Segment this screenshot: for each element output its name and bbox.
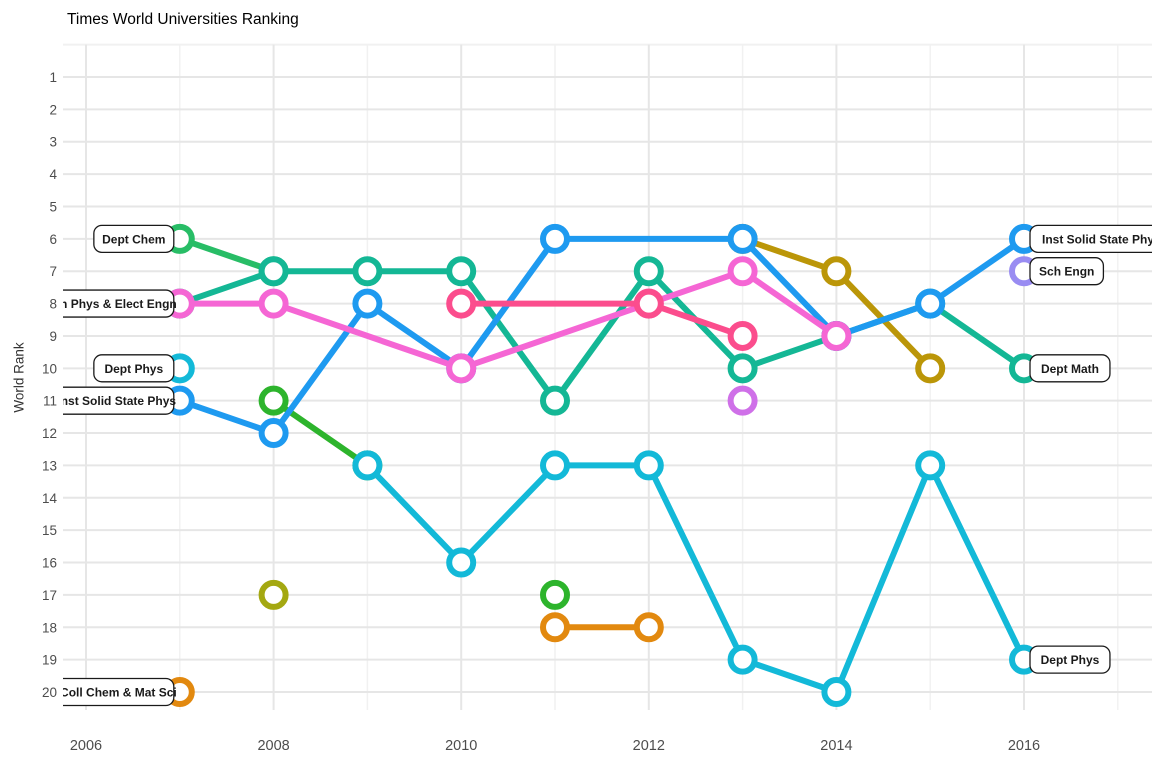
y-tick-label: 16 [42,556,57,571]
series-label-inst-solid-state-phy: Inst Solid State Phy [1029,224,1152,253]
y-tick-label: 18 [42,620,57,635]
y-tick-label: 4 [49,167,57,182]
series-line [176,268,840,372]
series-label-h-phys-elect-engn: h Phys & Elect Engn [60,289,177,318]
data-point [446,288,477,319]
data-point [915,450,946,481]
series-orchid-unlabeled [727,385,758,416]
x-tick-label: 2006 [70,738,102,754]
x-tick-label: 2012 [633,738,665,754]
data-point [446,547,477,578]
series-label-text: h Phys & Elect Engn [60,297,177,311]
y-tick-label: 9 [49,329,57,344]
x-tick-label: 2014 [820,738,852,754]
data-point [821,676,852,707]
series-label-text: Sch Engn [1039,265,1094,279]
y-tick-label: 11 [43,394,57,409]
data-point [446,256,477,287]
y-tick-label: 5 [49,199,57,214]
data-point [915,288,946,319]
data-point [352,450,383,481]
series-label-text: Dept Phys [1041,653,1100,667]
series-label-coll-chem-mat-sci: Coll Chem & Mat Sci [60,677,177,707]
series-label-text: nst Solid State Phys [61,394,177,408]
series-line [176,235,277,275]
data-point [540,385,570,416]
series-label-text: Dept Math [1041,362,1099,376]
data-point [352,288,383,319]
y-tick-label: 8 [49,297,57,312]
data-point [258,385,289,416]
y-tick-label: 15 [42,523,57,538]
data-point [727,256,758,287]
series-darkpink-unlabeled [446,288,758,351]
chart-title: Times World Universities Ranking [67,11,299,28]
series-label-text: Dept Phys [104,362,163,376]
y-tick-label: 3 [49,135,57,150]
data-point [821,256,852,287]
y-tick-label: 7 [49,264,57,279]
series-label-dept-phys: Dept Phys [1029,645,1111,674]
y-tick-label: 14 [42,491,58,506]
data-point [727,644,758,675]
data-point [258,288,289,319]
data-point [446,353,477,384]
series-label-text: Inst Solid State Phy [1042,232,1152,246]
x-axis-ticks: 2006 2008 2010 2012 2014 2016 [70,738,1040,754]
data-point [727,320,758,351]
data-point [540,579,570,610]
series-label-text: Coll Chem & Mat Sci [60,685,177,699]
y-tick-label: 12 [42,426,57,441]
data-point [633,288,664,319]
series-orange-coll-chem-mat-sci [164,612,664,707]
y-tick-label: 20 [42,685,57,700]
series-label-text: Dept Chem [102,232,165,246]
series-line [364,462,1027,695]
data-point [727,353,758,384]
data-point [727,223,758,254]
data-point [540,223,570,254]
data-point [727,385,758,416]
data-point [540,450,570,481]
y-tick-label: 1 [49,70,57,85]
data-point [633,450,664,481]
data-point [258,418,289,449]
y-tick-label: 13 [42,458,57,473]
data-point [821,320,852,351]
series-label-dept-phys: Dept Phys [93,354,175,383]
y-tick-label: 19 [42,653,57,668]
series-olive-unlabeled [258,579,289,610]
series-label-nst-solid-state-phys: nst Solid State Phys [61,386,177,415]
y-tick-label: 17 [42,588,57,603]
x-tick-label: 2010 [445,738,477,754]
y-tick-label: 6 [49,232,57,247]
series-blue-inst-solid-state-phys [164,223,1039,449]
data-point [633,256,664,287]
data-point [915,353,946,384]
data-point [258,256,289,287]
data-point [352,256,383,287]
x-tick-label: 2008 [257,738,289,754]
gridlines [63,43,1152,710]
data-point [540,612,570,643]
series-label-sch-engn: Sch Engn [1029,257,1105,286]
series-label-dept-math: Dept Math [1029,354,1111,383]
y-tick-label: 2 [49,102,57,117]
series-label-dept-chem: Dept Chem [93,224,175,253]
data-point [633,612,664,643]
data-point [258,579,289,610]
x-tick-label: 2016 [1008,738,1040,754]
y-tick-label: 10 [42,361,57,376]
